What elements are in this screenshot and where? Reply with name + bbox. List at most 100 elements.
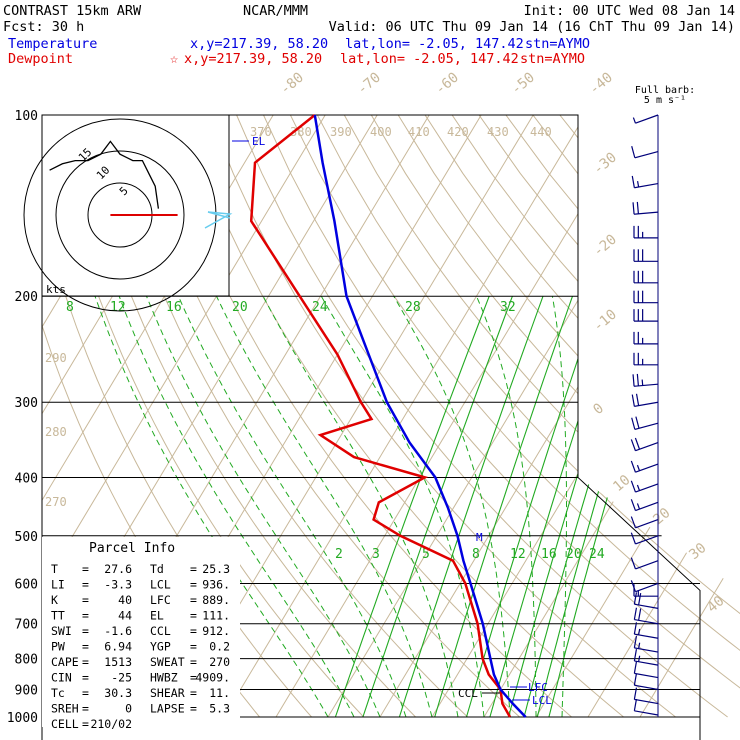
wind-barb-flag bbox=[630, 499, 637, 511]
pressure-label: 900 bbox=[15, 683, 38, 698]
hodograph-trace bbox=[49, 140, 160, 209]
wind-barb bbox=[631, 175, 659, 189]
annotation-m: M bbox=[476, 531, 483, 544]
mixing-ratio-label: 8 bbox=[472, 547, 480, 562]
parcel-info-cell: 0.2 bbox=[209, 640, 230, 654]
temperature-legend: Temperature bbox=[8, 36, 97, 52]
parcel-info-cell: = bbox=[82, 562, 89, 576]
forecast-hour: Fcst: 30 h bbox=[3, 19, 84, 35]
pressure-label: 600 bbox=[15, 577, 38, 592]
theta-label: 290 bbox=[45, 351, 67, 365]
parcel-info-cell: SHEAR bbox=[150, 686, 185, 700]
wind-barb-staff bbox=[634, 684, 659, 691]
wind-barb-flag bbox=[641, 379, 644, 386]
parcel-info-cell: = bbox=[82, 640, 89, 654]
moist-adiabat-line bbox=[216, 295, 433, 718]
wind-barb bbox=[633, 661, 659, 679]
pressure-label: 400 bbox=[15, 471, 38, 486]
wind-barb-staff bbox=[635, 519, 659, 529]
model-name: CONTRAST 15km ARW bbox=[3, 3, 142, 19]
wind-barb-flag bbox=[630, 460, 637, 473]
wind-barb-staff bbox=[634, 211, 659, 215]
parcel-info-cell: 0 bbox=[125, 702, 132, 716]
dry-adiabat-line bbox=[532, 115, 740, 718]
dewpoint-profile-line bbox=[249, 114, 512, 718]
wind-barb-flag bbox=[636, 373, 639, 386]
wind-barb bbox=[633, 290, 658, 304]
theta-label: 430 bbox=[487, 125, 509, 139]
parcel-info-cell: 11. bbox=[209, 686, 230, 700]
wind-barb bbox=[631, 146, 659, 159]
parcel-info-cell: CIN bbox=[51, 671, 72, 685]
wind-barb-flag bbox=[635, 393, 640, 406]
dry-adiabat-line bbox=[182, 115, 624, 718]
mixing-ratio-label: 20 bbox=[566, 547, 582, 562]
wind-barb bbox=[633, 270, 658, 284]
wind-barb-flag bbox=[631, 394, 635, 407]
mixing-ratio-label: 12 bbox=[510, 547, 526, 562]
annotation-ccl: CCL bbox=[458, 687, 478, 700]
mixing-ratio-label: 3 bbox=[372, 547, 380, 562]
wind-barb-flag bbox=[633, 649, 638, 662]
dry-adiabat-line bbox=[128, 115, 520, 718]
dry-adiabat-line bbox=[263, 115, 740, 718]
isotherm-label: 30 bbox=[686, 540, 709, 563]
wind-barb-flag bbox=[633, 592, 638, 605]
mixing-ratio-label: 12 bbox=[110, 300, 126, 315]
wind-barb-flag bbox=[633, 698, 638, 711]
wind-barb bbox=[632, 373, 659, 387]
isotherm-label: 10 bbox=[610, 472, 633, 495]
parcel-info-cell: -1.6 bbox=[104, 624, 132, 638]
parcel-info-cell: 889. bbox=[202, 593, 230, 607]
pressure-label: 700 bbox=[15, 618, 38, 633]
wind-barb bbox=[633, 649, 659, 666]
dry-adiabat-line bbox=[397, 115, 740, 718]
parcel-info-cell: = bbox=[190, 578, 197, 592]
isotherm-line bbox=[587, 115, 740, 718]
theta-label: 270 bbox=[45, 495, 67, 509]
theta-label: 380 bbox=[290, 125, 312, 139]
parcel-info-cell: = bbox=[82, 702, 89, 716]
wind-barb-flag bbox=[636, 180, 640, 188]
mixing-ratio-label: 5 bbox=[422, 547, 430, 562]
isotherm-label: -40 bbox=[586, 70, 616, 99]
parcel-info-cell: 111. bbox=[202, 609, 230, 623]
pressure-label: 1000 bbox=[7, 711, 38, 726]
header: CONTRAST 15km ARW NCAR/MMM Init: 00 UTC … bbox=[3, 3, 735, 106]
mixing-ratio-label: 8 bbox=[66, 300, 74, 315]
wind-barb-staff bbox=[635, 463, 659, 473]
wind-barb-flag bbox=[633, 607, 638, 620]
annotation-lfc: LFC bbox=[528, 681, 548, 694]
parcel-info-cell: LFC bbox=[150, 593, 171, 607]
dry-adiabat-line bbox=[613, 115, 740, 718]
wind-barb bbox=[630, 437, 659, 452]
theta-label: 410 bbox=[408, 125, 430, 139]
wind-barb-flag bbox=[630, 516, 637, 529]
parcel-info-cell: LI bbox=[51, 578, 65, 592]
wind-barb-flag bbox=[634, 437, 641, 450]
parcel-info-cell: 30.3 bbox=[104, 686, 132, 700]
wind-barb-flag bbox=[633, 673, 638, 686]
wind-barb bbox=[631, 416, 659, 430]
parcel-info-cell: 4909. bbox=[195, 671, 230, 685]
parcel-info-cell: Tc bbox=[51, 686, 65, 700]
mixing-ratio-label: 20 bbox=[232, 300, 248, 315]
hodograph-frame bbox=[41, 114, 230, 297]
moist-adiabat-line bbox=[94, 296, 329, 718]
wind-barb bbox=[633, 249, 658, 262]
hodograph-ring bbox=[55, 150, 185, 280]
dry-adiabat-line bbox=[424, 115, 740, 718]
wind-barb-staff bbox=[635, 501, 659, 512]
hodograph-units: kts bbox=[46, 283, 66, 296]
parcel-info-cell: 210/02 bbox=[90, 717, 132, 731]
wind-barb-flag bbox=[632, 202, 635, 215]
parcel-info-cell: 270 bbox=[209, 655, 230, 669]
parcel-info-cell: TT bbox=[51, 609, 65, 623]
isotherm-line bbox=[639, 115, 740, 718]
pressure-label: 300 bbox=[15, 396, 38, 411]
wind-barb-flag bbox=[638, 628, 641, 635]
wind-barb-staff bbox=[635, 114, 659, 124]
parcel-info-cell: 27.6 bbox=[104, 562, 132, 576]
dry-adiabat-line bbox=[209, 115, 676, 718]
